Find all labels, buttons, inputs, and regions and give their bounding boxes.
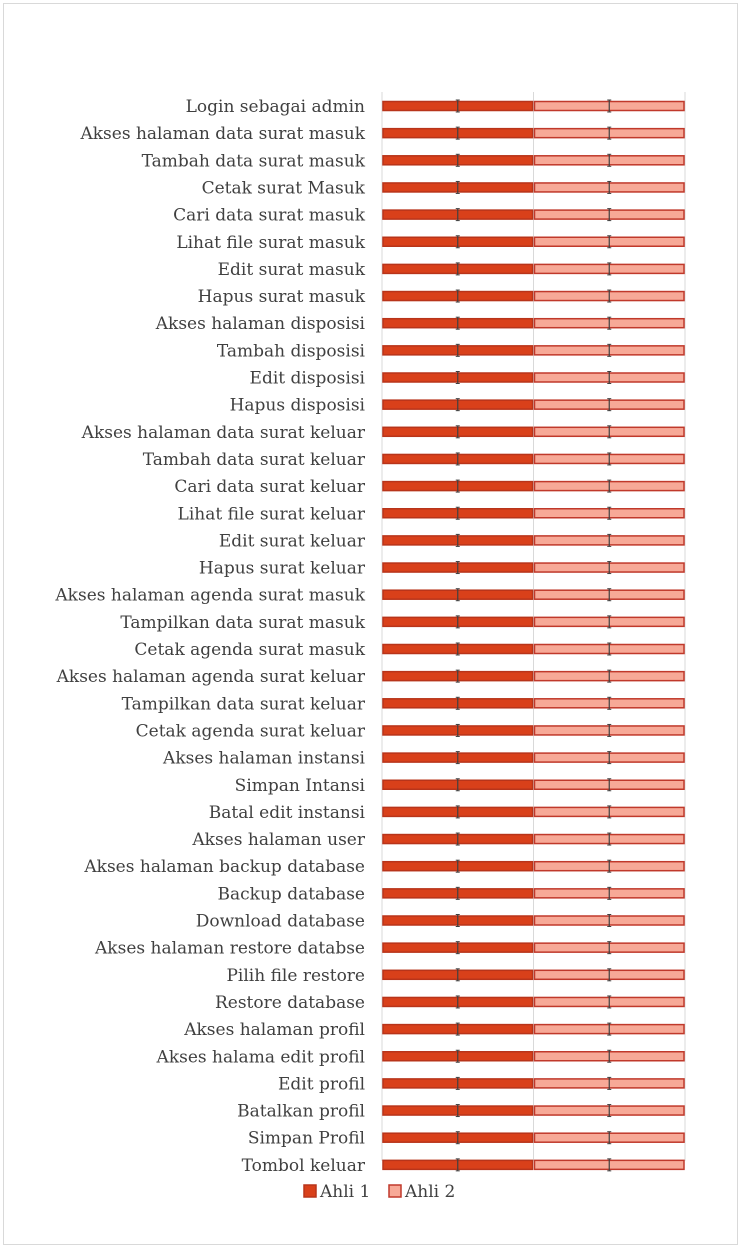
category-label: Cari data surat masuk <box>173 206 366 226</box>
category-label: Login sebagai admin <box>186 97 365 117</box>
category-label: Simpan Intansi <box>235 776 366 796</box>
category-label: Hapus disposisi <box>230 396 366 416</box>
category-label: Hapus surat keluar <box>199 559 366 579</box>
category-label: Akses halaman data surat keluar <box>81 423 366 443</box>
category-label: Akses halaman restore databse <box>94 939 365 959</box>
category-labels: Login sebagai admin Akses halaman data su… <box>54 97 365 1176</box>
category-label: Restore database <box>215 993 365 1013</box>
grid-layer <box>381 92 686 1161</box>
category-label: Hapus surat masuk <box>198 287 366 307</box>
category-label: Lihat file surat masuk <box>176 233 365 253</box>
category-label: Akses halaman instansi <box>162 749 366 769</box>
category-label: Cetak surat Masuk <box>202 178 366 198</box>
category-label: Cetak agenda surat keluar <box>136 721 366 741</box>
category-label: Tambah disposisi <box>217 341 366 361</box>
legend-swatch <box>303 1184 317 1198</box>
category-label: Cetak agenda surat masuk <box>134 640 365 660</box>
category-label: Lihat file surat keluar <box>178 504 366 524</box>
category-label: Tambah data surat keluar <box>143 450 366 470</box>
chart-svg: Login sebagai admin Akses halaman data su… <box>54 92 686 1202</box>
legend-label: Ahli 2 <box>404 1182 455 1202</box>
category-label: Cari data surat keluar <box>174 477 366 497</box>
category-label: Akses halaman profil <box>183 1020 365 1040</box>
category-label: Edit profil <box>278 1074 365 1094</box>
category-label: Tambah data surat masuk <box>142 151 366 171</box>
category-label: Akses halaman backup database <box>83 857 365 877</box>
legend-swatch <box>388 1184 402 1198</box>
legend: Ahli 1 Ahli 2 <box>303 1182 455 1202</box>
category-label: Akses halaman agenda surat masuk <box>54 586 365 606</box>
category-label: Tombol keluar <box>242 1156 366 1176</box>
category-label: Edit surat masuk <box>218 260 366 280</box>
category-label: Akses halaman data surat masuk <box>79 124 365 144</box>
category-label: Edit disposisi <box>250 369 366 389</box>
category-label: Tampilkan data surat keluar <box>122 694 366 714</box>
legend-item-ahli-2: Ahli 2 <box>388 1182 455 1202</box>
legend-item-ahli-1: Ahli 1 <box>303 1182 370 1202</box>
bars-layer <box>382 99 685 1172</box>
category-label: Batalkan profil <box>237 1102 365 1122</box>
category-label: Pilih file restore <box>226 966 365 986</box>
category-label: Simpan Profil <box>248 1129 365 1149</box>
category-label: Tampilkan data surat masuk <box>120 613 365 633</box>
chart-frame: Login sebagai admin Akses halaman data su… <box>3 3 738 1245</box>
category-label: Backup database <box>218 884 365 904</box>
category-label: Edit surat keluar <box>219 531 366 551</box>
category-label: Akses halaman user <box>191 830 365 850</box>
category-label: Batal edit instansi <box>209 803 366 823</box>
category-label: Download database <box>196 912 365 932</box>
category-label: Akses halaman disposisi <box>155 314 366 334</box>
legend-label: Ahli 1 <box>319 1182 370 1202</box>
category-label: Akses halaman agenda surat keluar <box>56 667 366 687</box>
category-label: Akses halama edit profil <box>156 1047 365 1067</box>
